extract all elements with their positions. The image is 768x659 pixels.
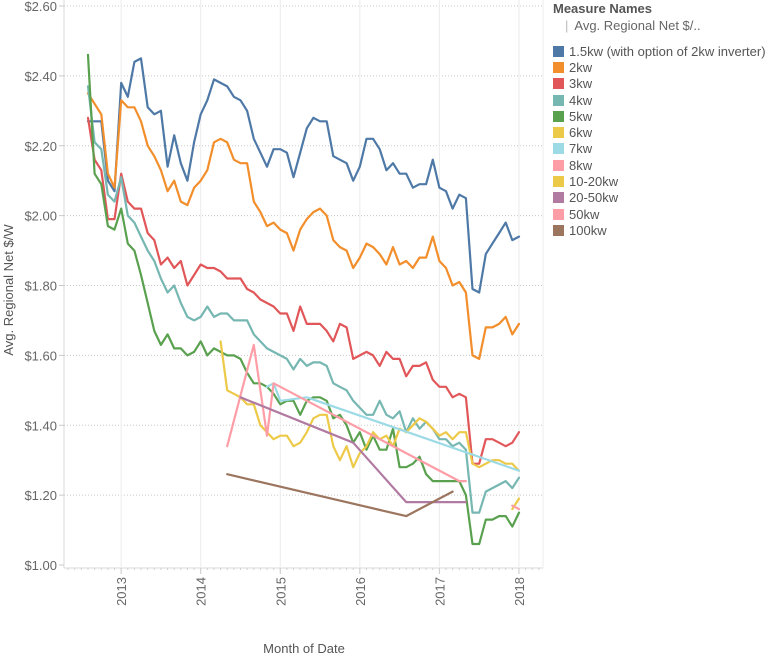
legend-label: 2kw — [569, 59, 593, 75]
series-line — [226, 473, 454, 518]
legend-label: 50kw — [569, 206, 600, 222]
legend-item[interactable]: 50kw — [553, 206, 768, 222]
y-tick-label: $1.80 — [24, 279, 57, 294]
x-tick-label: 2014 — [194, 577, 209, 606]
series-line — [86, 85, 521, 514]
x-tick-label: 2013 — [114, 577, 129, 606]
legend-label: 3kw — [569, 76, 593, 92]
legend-item[interactable]: 5kw — [553, 108, 768, 124]
series-line — [86, 116, 521, 465]
x-tick-label: 2017 — [432, 577, 447, 606]
legend-item[interactable]: 3kw — [553, 76, 768, 92]
series-line — [86, 57, 521, 294]
legend-item[interactable]: 1.5kw (with option of 2kw inverter) — [553, 43, 768, 59]
series-line — [239, 396, 467, 504]
series-line — [226, 343, 467, 483]
series-line — [86, 53, 521, 546]
legend-item[interactable]: 4kw — [553, 92, 768, 108]
legend-swatch — [553, 94, 564, 106]
legend-swatch — [553, 224, 564, 236]
y-tick-label: $1.20 — [24, 488, 57, 503]
legend-item[interactable]: 20-50kw — [553, 190, 768, 206]
legend-swatch — [553, 208, 564, 220]
legend-items: 1.5kw (with option of 2kw inverter) 2kw 3k… — [553, 43, 768, 239]
legend-item[interactable]: 7kw — [553, 141, 768, 157]
legend: Measure Names | Avg. Regional Net $/.. 1.… — [553, 0, 768, 239]
y-tick-label: $2.20 — [24, 139, 57, 154]
x-axis-title: Month of Date — [263, 641, 345, 656]
legend-swatch — [553, 192, 564, 204]
legend-swatch — [553, 110, 564, 122]
legend-swatch — [553, 176, 564, 188]
legend-subtitle: | Avg. Regional Net $/.. — [565, 18, 701, 33]
legend-swatch — [553, 143, 564, 155]
y-tick-label: $2.60 — [24, 0, 57, 14]
legend-label: 6kw — [569, 125, 593, 141]
legend-label: 1.5kw (with option of 2kw inverter) — [569, 43, 766, 59]
series-line — [219, 340, 521, 472]
gridlines — [59, 0, 544, 574]
legend-title: Measure Names — [553, 1, 652, 16]
y-axis-title: Avg. Regional Net $/W — [1, 224, 16, 356]
legend-label: 8kw — [569, 157, 593, 173]
y-tick-label: $1.00 — [24, 558, 57, 573]
legend-swatch — [553, 78, 564, 90]
legend-label: 7kw — [569, 141, 593, 157]
series-line — [265, 382, 521, 472]
legend-swatch — [553, 45, 564, 57]
series-line — [511, 504, 521, 511]
legend-swatch — [553, 159, 564, 171]
series-lines — [86, 53, 521, 546]
legend-label: 10-20kw — [569, 174, 619, 190]
legend-item[interactable]: 2kw — [553, 59, 768, 75]
x-tick-label: 2018 — [512, 577, 527, 606]
x-tick-label: 2015 — [273, 577, 288, 606]
legend-swatch — [553, 127, 564, 139]
y-axis: $1.00 $1.20 $1.40 $1.60 $1.80 $2.00 $2.20 $2.40… — [24, 0, 57, 573]
legend-item[interactable]: 10-20kw — [553, 173, 768, 189]
legend-item[interactable]: 100kw — [553, 222, 768, 238]
x-axis: 2013 2014 2015 2016 2017 2018 — [114, 577, 527, 606]
x-tick-label: 2016 — [353, 577, 368, 606]
legend-label: 4kw — [569, 92, 593, 108]
legend-item[interactable]: 8kw — [553, 157, 768, 173]
legend-label: 20-50kw — [569, 190, 619, 206]
y-tick-label: $1.60 — [24, 348, 57, 363]
y-tick-label: $2.00 — [24, 209, 57, 224]
series-line — [86, 92, 521, 360]
legend-label: 5kw — [569, 108, 593, 124]
legend-label: 100kw — [569, 222, 607, 238]
y-tick-label: $2.40 — [24, 69, 57, 84]
y-tick-label: $1.40 — [24, 418, 57, 433]
legend-item[interactable]: 6kw — [553, 124, 768, 140]
legend-swatch — [553, 61, 564, 73]
